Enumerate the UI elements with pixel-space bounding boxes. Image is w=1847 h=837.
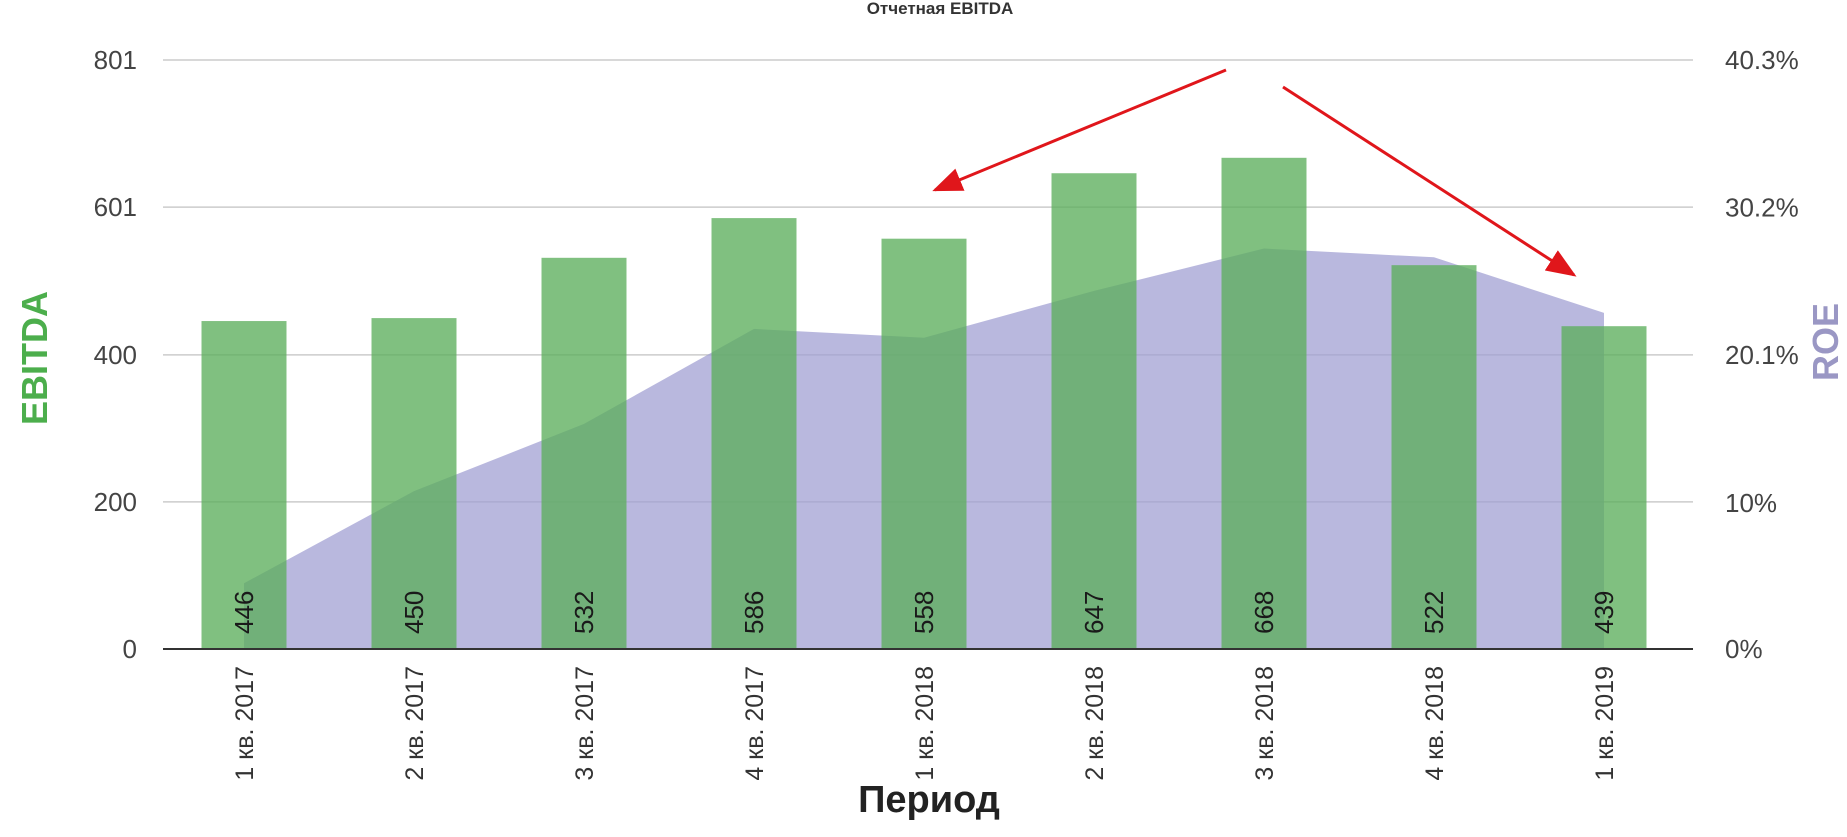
right-axis-ticks: 0% 10% 20.1% 30.2% 40.3% — [1725, 45, 1799, 664]
left-tick-label: 601 — [94, 192, 137, 222]
bar-data-label: 668 — [1249, 591, 1279, 634]
left-tick-label: 801 — [94, 45, 137, 75]
x-axis-label: Период — [858, 779, 1000, 821]
ebitda-bar — [711, 218, 797, 649]
ebitda-bar — [201, 321, 287, 649]
left-tick-label: 200 — [94, 487, 137, 517]
ebitda-bar — [1391, 265, 1477, 649]
ebitda-bar — [1051, 173, 1137, 649]
category-label: 2 кв. 2017 — [401, 666, 429, 781]
bar-data-label: 446 — [229, 591, 259, 634]
bar-data-label: 647 — [1079, 591, 1109, 634]
bar-data-label: 558 — [909, 591, 939, 634]
ebitda-bar — [541, 257, 627, 649]
left-axis-ticks: 0 200 400 601 801 — [94, 45, 137, 664]
bar-data-label: 450 — [399, 591, 429, 634]
category-label: 2 кв. 2018 — [1081, 666, 1109, 781]
bar-data-label: 439 — [1589, 591, 1619, 634]
left-axis-label: EBITDA — [14, 291, 55, 425]
ebitda-bar — [1221, 157, 1307, 649]
ebitda-bar — [1561, 326, 1647, 649]
bar-data-label: 586 — [739, 591, 769, 634]
right-axis-label: ROE — [1805, 303, 1846, 381]
category-label: 1 кв. 2019 — [1591, 666, 1619, 781]
category-label: 4 кв. 2017 — [741, 666, 769, 781]
annotation-arrows — [932, 68, 1577, 277]
arrow-annotation-right — [1282, 85, 1577, 277]
category-label: 3 кв. 2018 — [1251, 666, 1279, 781]
right-tick-label: 0% — [1725, 634, 1763, 664]
bar-data-label: 522 — [1419, 591, 1449, 634]
category-labels: 1 кв. 2017 2 кв. 2017 3 кв. 2017 4 кв. 2017… — [231, 666, 1619, 781]
ebitda-bar — [881, 238, 967, 649]
right-tick-label: 20.1% — [1725, 340, 1799, 370]
chart-title: Отчетная EBITDA — [867, 0, 1014, 18]
bar-data-label: 532 — [569, 591, 599, 634]
right-tick-label: 40.3% — [1725, 45, 1799, 75]
ebitda-bar — [371, 318, 457, 649]
category-label: 4 кв. 2018 — [1421, 666, 1449, 781]
ebitda-bars-layer — [201, 157, 1647, 649]
right-tick-label: 10% — [1725, 488, 1777, 518]
category-label: 1 кв. 2017 — [231, 666, 259, 781]
arrow-annotation-left — [932, 68, 1227, 192]
category-label: 3 кв. 2017 — [571, 666, 599, 781]
left-tick-label: 400 — [94, 340, 137, 370]
right-tick-label: 30.2% — [1725, 193, 1799, 223]
data-labels: 446 450 532 586 558 647 668 522 439 — [229, 591, 1619, 634]
left-tick-label: 0 — [123, 634, 137, 664]
category-label: 1 кв. 2018 — [911, 666, 939, 781]
